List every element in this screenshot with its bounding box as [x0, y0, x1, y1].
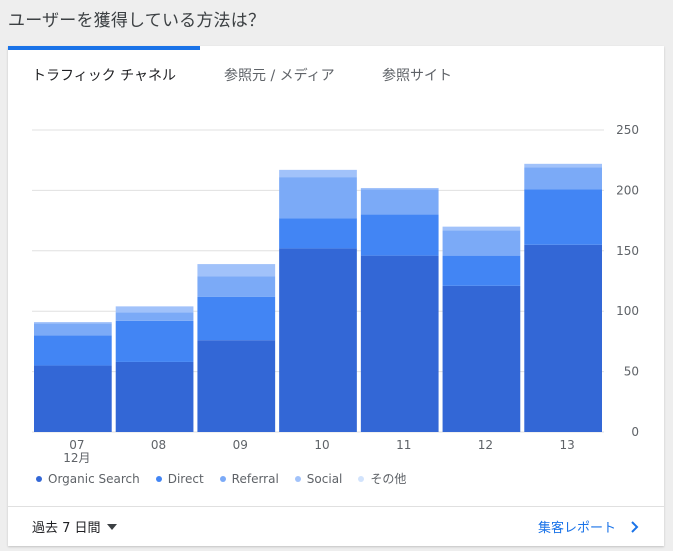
bar-segment: [34, 365, 112, 432]
x-tick-label: 07: [69, 438, 84, 452]
bar-segment: [34, 323, 112, 336]
x-tick-sublabel: 12月: [63, 451, 90, 465]
tab-source-medium[interactable]: 参照元 / メディア: [224, 68, 335, 84]
bar-segment: [115, 320, 194, 362]
legend-dot: [358, 475, 365, 482]
legend-label: Organic Search: [48, 471, 140, 486]
bar-segment: [115, 361, 194, 432]
report-link-label: 集客レポート: [537, 521, 616, 536]
date-range-dropdown[interactable]: 過去 7 日間: [32, 517, 117, 536]
x-tick-label: 10: [314, 438, 329, 452]
y-tick-label: 100: [616, 304, 639, 318]
bar-segment: [442, 255, 521, 286]
page-heading: ユーザーを獲得している方法は？: [8, 11, 266, 31]
bar-segment: [197, 296, 276, 341]
bar-segment: [279, 177, 357, 219]
bar-segment: [524, 167, 602, 190]
x-tick-label: 09: [233, 438, 248, 452]
bar-segment: [34, 322, 112, 324]
bar-segment: [442, 285, 521, 432]
legend-label: Direct: [167, 471, 204, 486]
bar-segment: [279, 218, 357, 249]
active-tab-indicator: [8, 46, 200, 50]
bar-segment: [197, 340, 276, 432]
bar-segment: [34, 335, 112, 366]
y-tick-label: 150: [616, 244, 639, 258]
bar-segment: [360, 214, 439, 256]
bar-segment: [442, 230, 521, 256]
bar-segment: [360, 189, 439, 215]
x-tick-label: 13: [560, 438, 575, 452]
legend-item: Referral: [219, 470, 279, 487]
bar-segment: [524, 163, 602, 168]
bar-segment: [442, 226, 521, 231]
y-tick-label: 0: [631, 425, 639, 439]
dropdown-caret-icon: [106, 523, 117, 530]
legend-label: Social: [306, 471, 343, 486]
bar-segment: [197, 276, 276, 297]
legend-item: Social: [294, 470, 343, 487]
date-range-label: 過去 7 日間: [32, 521, 101, 536]
legend-dot: [219, 475, 226, 482]
bar-segment: [360, 187, 439, 190]
acquisition-report-link[interactable]: 集客レポート: [538, 517, 640, 536]
legend-label: その他: [370, 472, 407, 486]
legend-dot: [294, 475, 301, 482]
bar-segment: [524, 189, 602, 245]
bar-segment: [115, 306, 194, 313]
chevron-right-icon: [631, 520, 639, 533]
chart-legend: Organic Search Direct Referral Social その他: [36, 470, 406, 487]
bar-segment: [524, 244, 602, 432]
bar-segment: [115, 312, 194, 321]
bar-segment: [279, 169, 357, 178]
legend-label: Referral: [231, 471, 279, 486]
x-tick-label: 11: [396, 438, 411, 452]
tab-referrals[interactable]: 参照サイト: [382, 68, 452, 84]
legend-dot: [155, 475, 162, 482]
x-tick-label: 08: [151, 438, 166, 452]
bar-segment: [279, 248, 357, 432]
y-tick-label: 250: [616, 123, 639, 137]
legend-item: その他: [358, 470, 406, 487]
tab-traffic-channel[interactable]: トラフィック チャネル: [32, 68, 177, 84]
bar-segment: [360, 255, 439, 432]
footer-divider: [8, 506, 664, 507]
y-tick-label: 50: [624, 365, 639, 379]
legend-item: Direct: [155, 470, 204, 487]
legend-item: Organic Search: [36, 470, 140, 487]
bar-segment: [197, 264, 276, 277]
x-tick-label: 12: [478, 438, 493, 452]
legend-dot: [36, 475, 42, 482]
acquisition-card: トラフィック チャネル 参照元 / メディア 参照サイト 0 50 100 150 20…: [8, 46, 664, 546]
y-tick-label: 200: [616, 183, 639, 197]
